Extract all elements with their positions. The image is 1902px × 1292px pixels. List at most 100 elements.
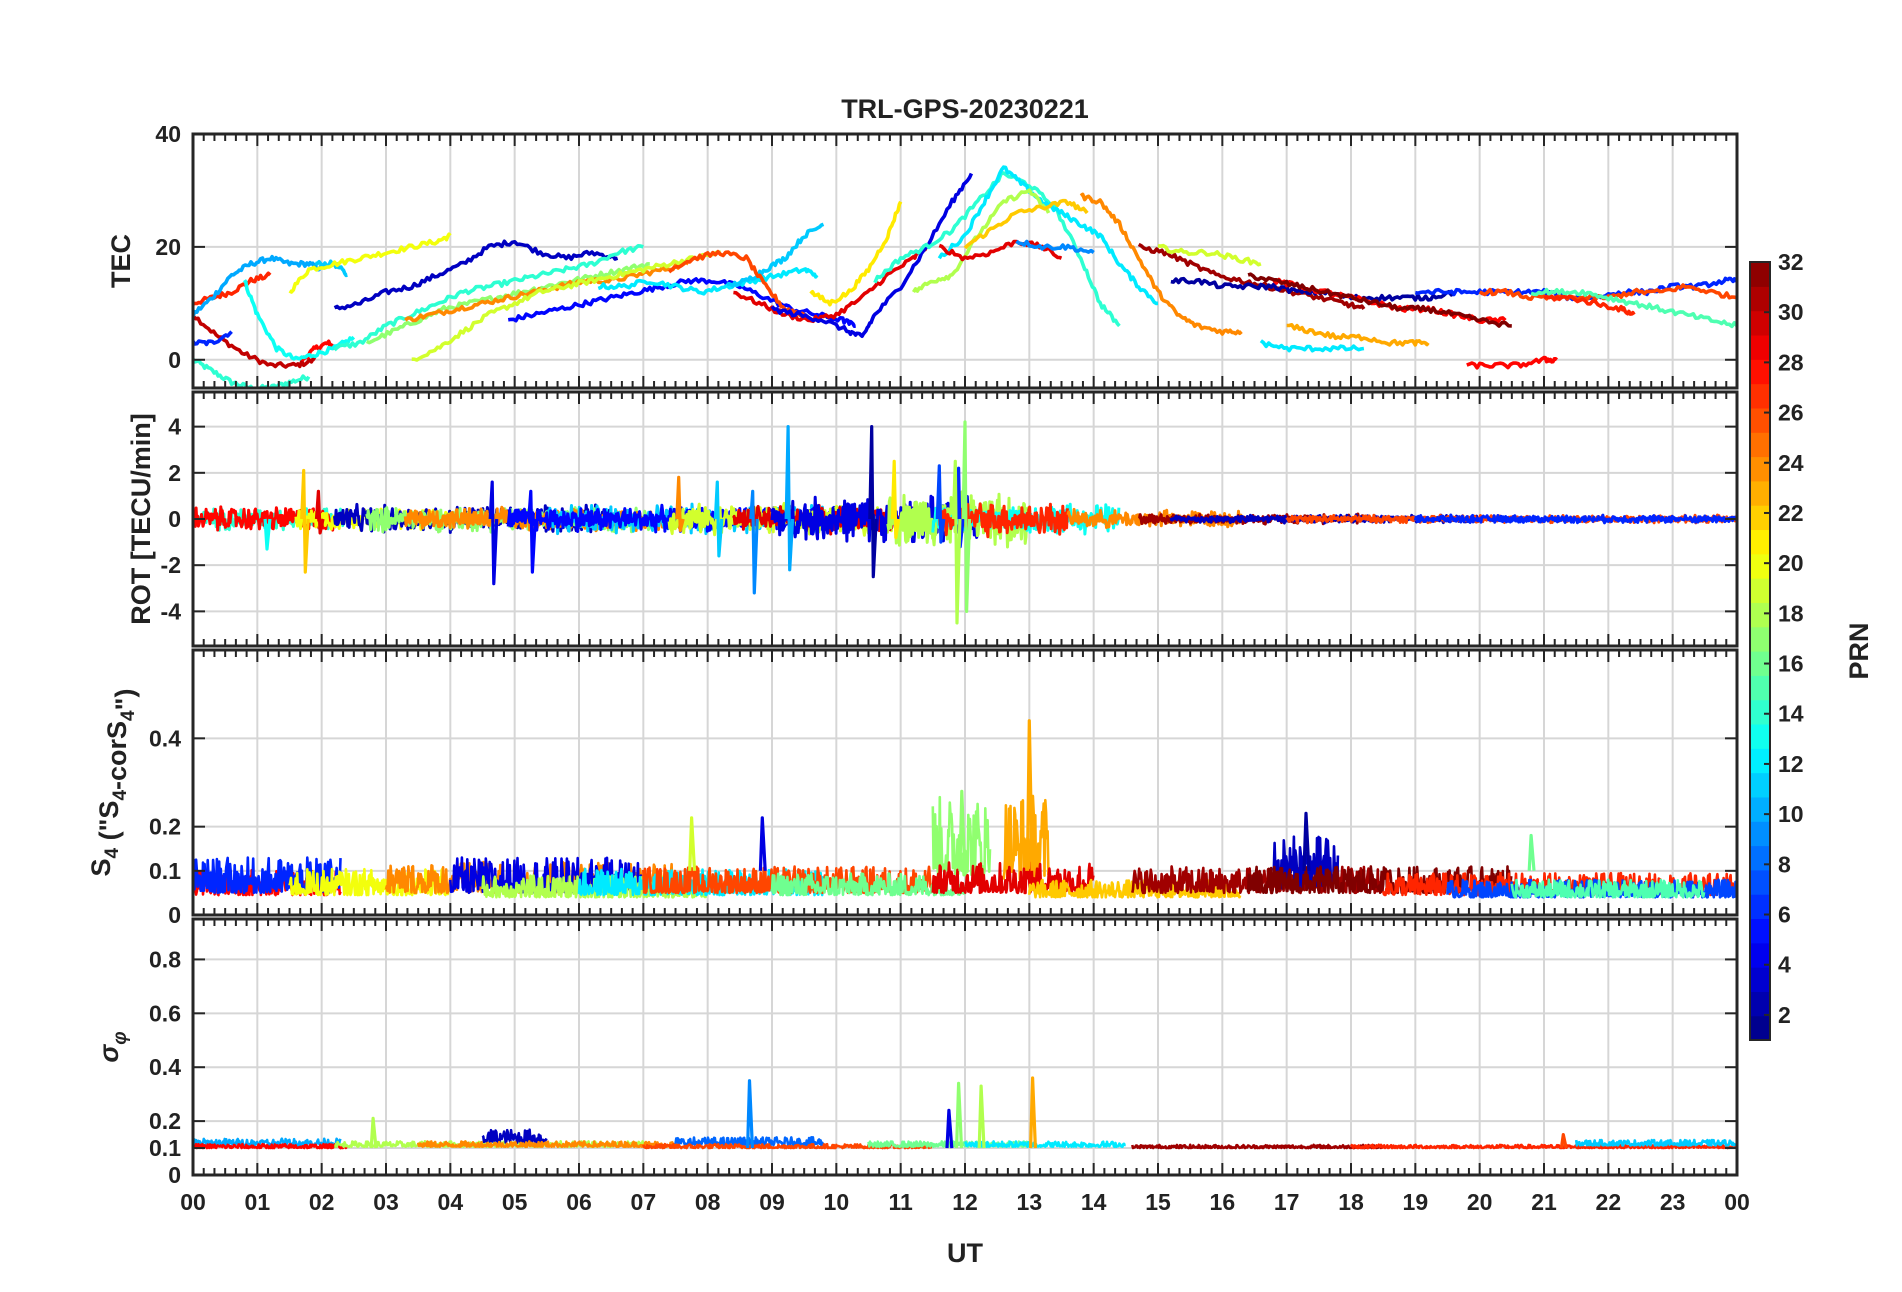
tick-marks: [192, 392, 1738, 646]
colorbar-bin: [1750, 967, 1770, 992]
colorbar-tick-label: 22: [1778, 500, 1804, 526]
spike-prn-18: [369, 1116, 378, 1149]
x-tick-label: 17: [1274, 1189, 1300, 1215]
tec-track-prn-4: [770, 172, 974, 338]
colorbar-tick-label: 2: [1778, 1002, 1791, 1028]
y-tick-label: 0.2: [149, 1108, 181, 1134]
spike-prn-7: [935, 464, 946, 544]
colorbar-bin: [1750, 845, 1770, 871]
spike-prn-17: [958, 789, 967, 871]
panel-data: [193, 1076, 1737, 1150]
spike-prn-23: [1029, 1076, 1037, 1149]
tec-track-prn-11: [726, 222, 825, 288]
y-axis-label: ROT [TECU/min]: [126, 413, 156, 624]
x-tick-label: 00: [180, 1189, 206, 1215]
x-tick-label: 18: [1338, 1189, 1364, 1215]
colorbar-bin: [1750, 505, 1770, 531]
spike-prn-2: [1302, 811, 1311, 871]
x-tick-label: 09: [759, 1189, 785, 1215]
colorbar-bin: [1750, 262, 1770, 287]
colorbar-tick-label: 28: [1778, 349, 1804, 375]
tick-marks: [192, 133, 1738, 388]
series-prn-31: [1131, 1143, 1383, 1150]
x-tick-label: 15: [1145, 1189, 1171, 1215]
y-tick-label: 0.6: [149, 1000, 181, 1026]
tec-track-prn-31: [1137, 242, 1366, 311]
spike-prn-16: [1527, 833, 1536, 871]
colorbar-bin: [1750, 432, 1770, 458]
y-axis-label: TEC: [106, 234, 136, 288]
colorbar-bin: [1750, 723, 1770, 749]
colorbar-bin: [1750, 553, 1770, 579]
spike-prn-5: [527, 489, 537, 574]
panel-data: [193, 420, 1737, 625]
colorbar-tick-label: 4: [1778, 952, 1791, 978]
x-tick-label: 12: [952, 1189, 978, 1215]
colorbar-bin: [1750, 626, 1770, 652]
colorbar-bin: [1750, 942, 1770, 968]
tec-track-prn-15: [1530, 287, 1737, 329]
y-tick-label: 0.4: [149, 725, 181, 751]
colorbar-tick-label: 20: [1778, 550, 1804, 576]
x-tick-label: 06: [566, 1189, 592, 1215]
y-tick-label: 0: [168, 902, 181, 928]
y-tick-label: 0.4: [149, 1054, 181, 1080]
tec-track-prn-30: [193, 314, 317, 369]
chart-title: TRL-GPS-20230221: [841, 94, 1089, 124]
tec-track-prn-12: [937, 165, 1159, 306]
x-tick-label: 14: [1081, 1189, 1107, 1215]
colorbar-bin: [1750, 383, 1770, 409]
x-tick-label: 20: [1467, 1189, 1493, 1215]
panel-data: [193, 719, 1737, 899]
tec-track-prn-19: [411, 250, 721, 362]
spike-prn-29: [314, 489, 325, 535]
x-tick-label: 08: [695, 1189, 721, 1215]
x-tick-label: 21: [1531, 1189, 1557, 1215]
spike-prn-17: [955, 1081, 964, 1149]
tec-track-prn-6: [193, 330, 233, 347]
colorbar-bin: [1750, 675, 1770, 701]
x-tick-label: 07: [631, 1189, 657, 1215]
spike-prn-19: [688, 816, 697, 871]
colorbar-bin: [1750, 869, 1770, 895]
tec-track-prn-28: [1466, 355, 1558, 370]
colorbar-tick-label: 32: [1778, 249, 1804, 275]
spike-prn-22: [300, 468, 310, 574]
tec-track-prn-20: [288, 232, 452, 294]
y-tick-label: 20: [155, 234, 181, 260]
y-tick-label: 40: [155, 121, 181, 147]
spike-prn-26: [1559, 1133, 1568, 1149]
y-tick-label: 0: [168, 1162, 181, 1188]
colorbar-bin: [1750, 286, 1770, 312]
colorbar-bin: [1750, 407, 1770, 433]
spike-prn-17: [961, 420, 972, 613]
x-tick-label: 05: [502, 1189, 528, 1215]
colorbar-tick-label: 6: [1778, 902, 1791, 928]
spike-prn-11: [713, 480, 724, 558]
tick-marks: [192, 919, 1738, 1176]
x-tick-labels: 00 01 02 03 04 05 06 07 08 09 10 11 12 13 14 15 16 17 18 19…: [180, 1189, 1750, 1215]
series-prn-11: [1574, 1138, 1737, 1147]
spike-prn-24: [675, 475, 685, 533]
tec-track-prn-23: [1286, 323, 1430, 347]
colorbar-tick-label: 8: [1778, 851, 1791, 877]
colorbar-tick-label: 12: [1778, 751, 1804, 777]
colorbar-bin: [1750, 602, 1770, 628]
colorbar-bin: [1750, 578, 1770, 603]
tec-track-prn-9: [1015, 239, 1095, 254]
colorbar-bin: [1750, 480, 1770, 506]
x-tick-label: 02: [309, 1189, 335, 1215]
tec-track-prn-22: [963, 198, 1089, 250]
colorbar-tick-label: 14: [1778, 701, 1804, 727]
y-tick-label: 2: [168, 460, 181, 486]
series-prn-3: [481, 1128, 548, 1144]
y-tick-label: 0.1: [149, 1135, 181, 1161]
series-prn-22: [1028, 878, 1242, 899]
colorbar-bin: [1750, 1015, 1770, 1041]
spike-prn-23: [1025, 719, 1034, 871]
x-tick-label: 03: [373, 1189, 399, 1215]
y-tick-label: 0: [168, 506, 181, 532]
colorbar-bin: [1750, 310, 1770, 336]
